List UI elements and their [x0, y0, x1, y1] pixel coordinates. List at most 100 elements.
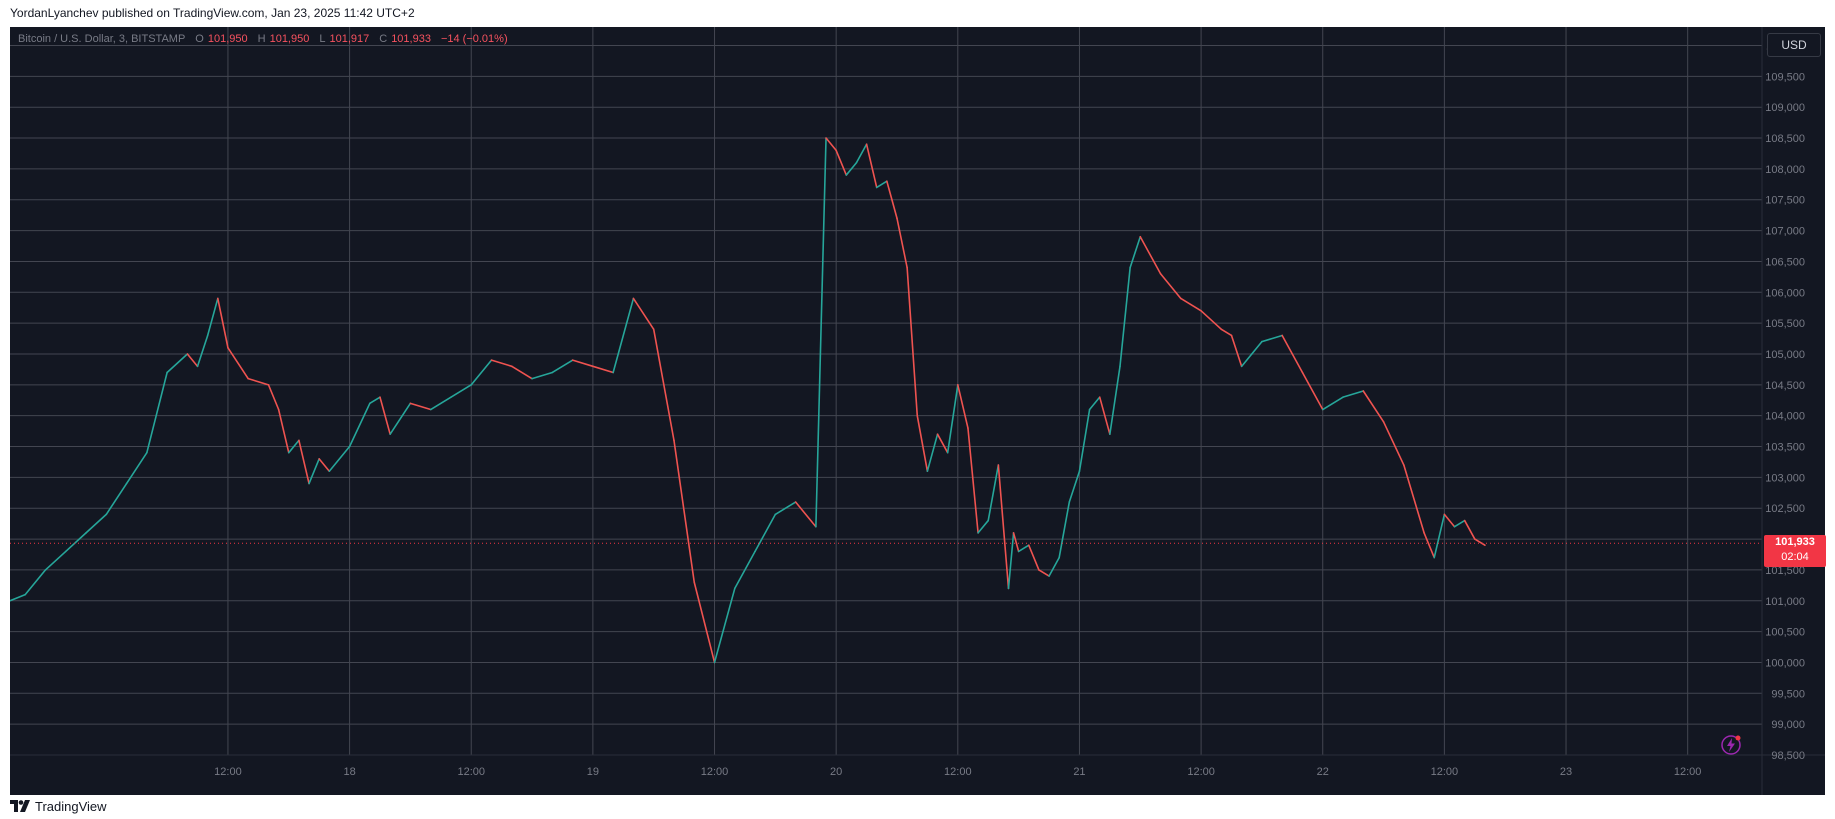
price-segment	[673, 439, 696, 584]
price-segment	[632, 297, 655, 331]
price-segment	[1129, 235, 1142, 269]
price-segment	[1200, 309, 1223, 331]
close-value: 101,933	[391, 33, 431, 45]
price-segment	[1139, 235, 1162, 275]
price-segment	[906, 266, 919, 417]
price-segment	[1078, 408, 1091, 473]
currency-button[interactable]: USD	[1767, 33, 1821, 57]
low-value: 101,917	[329, 33, 370, 45]
price-segment	[287, 439, 300, 454]
price-segment	[987, 464, 1000, 522]
price-segment	[1230, 334, 1243, 368]
price-segment	[825, 137, 837, 152]
price-segment	[1058, 501, 1071, 559]
price-axis-label: 109,000	[1765, 102, 1805, 114]
price-segment	[916, 414, 929, 473]
price-segment	[1362, 390, 1385, 423]
price-segment	[936, 433, 949, 454]
time-axis-label: 19	[587, 766, 599, 778]
price-axis-label: 103,500	[1765, 442, 1805, 454]
price-segment	[125, 451, 148, 485]
price-segment	[267, 384, 280, 411]
price-segment	[206, 297, 219, 337]
price-axis-label: 109,500	[1765, 71, 1805, 83]
price-axis-label: 99,000	[1771, 719, 1805, 731]
price-segment	[1012, 532, 1020, 553]
price-axis-label: 98,500	[1771, 750, 1805, 762]
price-segment	[865, 143, 878, 189]
price-axis-label: 107,500	[1765, 195, 1805, 207]
price-segment	[652, 328, 675, 442]
price-segment	[754, 513, 777, 553]
price-segment	[146, 371, 168, 454]
price-segment	[277, 408, 290, 454]
time-axis-label: 21	[1073, 766, 1085, 778]
price-segment	[44, 550, 67, 571]
price-axis-label: 100,500	[1765, 627, 1805, 639]
price-axis-label: 108,000	[1765, 164, 1805, 176]
price-segment	[774, 501, 797, 516]
price-segment	[612, 297, 635, 374]
price-axis[interactable]: 110,000109,500109,000108,500108,000107,5…	[1765, 41, 1805, 762]
price-segment	[592, 365, 614, 374]
price-segment	[1098, 396, 1111, 435]
price-segment	[1240, 353, 1253, 368]
price-segment	[551, 359, 574, 374]
price-segment	[957, 384, 969, 429]
price-segment	[1119, 266, 1131, 368]
price-segment	[1433, 513, 1446, 559]
price-segment	[794, 501, 817, 528]
price-segment	[693, 581, 716, 664]
low-label: L	[319, 33, 326, 45]
price-segment	[1088, 396, 1101, 411]
price-segment	[429, 396, 452, 411]
time-axis-label: 18	[343, 766, 355, 778]
symbol-name[interactable]: Bitcoin / U.S. Dollar, 3, BITSTAMP	[18, 33, 186, 45]
price-segment	[967, 427, 979, 534]
price-segment	[1403, 464, 1425, 534]
price-segment	[997, 464, 1010, 590]
price-segment	[1301, 371, 1324, 411]
price-segment	[1159, 272, 1182, 300]
last-price-tag: 101,933 02:04	[1764, 535, 1826, 568]
price-segment	[64, 532, 87, 553]
lightning-icon[interactable]	[1718, 732, 1744, 758]
time-axis[interactable]: 12:00 18 12:00 19 12:00 20 12:00 21 12:00 22 12:00…	[214, 766, 1701, 778]
time-axis-label: 12:00	[457, 766, 485, 778]
high-label: H	[257, 33, 266, 45]
price-segment	[247, 377, 270, 386]
time-axis-label: 12:00	[1674, 766, 1702, 778]
price-segment	[348, 402, 371, 448]
price-segment	[977, 519, 990, 534]
close-label: C	[379, 33, 388, 45]
price-segment	[196, 334, 209, 368]
tradingview-logo-icon[interactable]	[10, 800, 30, 812]
time-axis-label: 12:00	[944, 766, 972, 778]
price-segment	[24, 569, 47, 596]
price-segment	[571, 359, 594, 368]
price-segment	[328, 445, 351, 473]
price-segment	[875, 180, 888, 189]
price-segment	[1443, 513, 1456, 528]
price-segment	[845, 161, 858, 176]
price-axis-label: 104,500	[1765, 380, 1805, 392]
price-chart[interactable]: 110,000109,500109,000108,500108,000107,5…	[10, 27, 1825, 795]
price-segment	[10, 593, 27, 602]
price-segment	[85, 513, 108, 534]
footer-brand[interactable]: TradingView	[35, 798, 107, 814]
price-segment	[946, 384, 959, 454]
price-axis-label: 108,500	[1765, 133, 1805, 145]
price-segment	[389, 402, 412, 435]
price-segment	[1321, 396, 1344, 411]
price-axis-label: 100,000	[1765, 657, 1805, 669]
price-segment	[1261, 334, 1283, 343]
price-axis-label: 106,500	[1765, 256, 1805, 268]
price-segment	[510, 365, 533, 380]
price-axis-label: 101,000	[1765, 596, 1805, 608]
price-axis-label: 101,500	[1765, 565, 1805, 577]
open-label: O	[195, 33, 204, 45]
price-segment	[450, 384, 473, 398]
price-segment	[815, 137, 827, 528]
price-axis-label: 106,000	[1765, 287, 1805, 299]
price-segment	[166, 353, 189, 374]
